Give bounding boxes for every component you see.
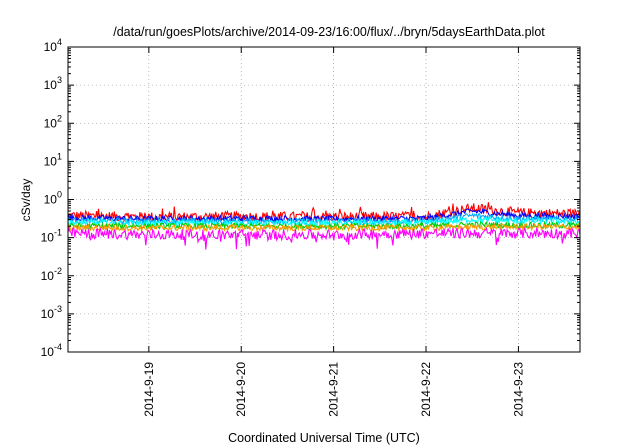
series-layer	[67, 202, 581, 250]
y-tick-label-base: 10	[44, 154, 58, 168]
y-tick-label-base: 10	[44, 193, 58, 207]
x-tick-label: 2014-9-22	[419, 362, 433, 417]
x-axis-label: Coordinated Universal Time (UTC)	[228, 431, 420, 445]
y-tick-label: 10-4	[41, 342, 62, 359]
y-tick-label: 10-3	[41, 304, 62, 321]
x-tick-label: 2014-9-21	[327, 362, 341, 417]
x-tick-label: 2014-9-19	[142, 362, 156, 417]
y-tick-label-exponent: -1	[54, 228, 62, 238]
y-tick-label-exponent: 2	[57, 113, 62, 123]
y-tick-label: 100	[44, 190, 62, 207]
y-tick-label-base: 10	[44, 116, 58, 130]
y-tick-label-base: 10	[44, 78, 58, 92]
y-tick-label: 103	[44, 75, 62, 92]
x-tick-label: 2014-9-23	[511, 362, 525, 417]
series-line	[67, 222, 581, 233]
y-tick-label-exponent: -2	[54, 266, 62, 276]
series-line	[67, 215, 581, 228]
y-tick-label-base: 10	[41, 307, 55, 321]
grid	[68, 47, 580, 352]
y-tick-label: 102	[44, 113, 62, 130]
y-axis-label: cSv/day	[19, 179, 33, 222]
y-tick-label-base: 10	[41, 345, 55, 359]
x-axis: 2014-9-19 2014-9-20 2014-9-21 2014-9-22 2014…	[142, 47, 525, 417]
y-tick-label-base: 10	[44, 40, 58, 54]
y-tick-label-exponent: 1	[57, 151, 62, 161]
y-tick-label-base: 10	[41, 231, 55, 245]
y-tick-label: 10-2	[41, 266, 62, 283]
y-tick-label-exponent: 3	[57, 75, 62, 85]
x-tick-label: 2014-9-20	[234, 362, 248, 417]
y-tick-label-exponent: -4	[54, 342, 62, 352]
chart-title: /data/run/goesPlots/archive/2014-09-23/1…	[113, 25, 545, 39]
y-tick-label: 10-1	[41, 228, 62, 245]
series-line	[67, 207, 581, 224]
y-tick-label-exponent: 4	[57, 37, 62, 47]
y-tick-label-exponent: 0	[57, 190, 62, 200]
y-tick-label: 104	[44, 37, 62, 54]
series-line	[67, 226, 581, 250]
y-tick-label: 101	[44, 151, 62, 168]
y-tick-label-exponent: -3	[54, 304, 62, 314]
y-tick-label-base: 10	[41, 269, 55, 283]
